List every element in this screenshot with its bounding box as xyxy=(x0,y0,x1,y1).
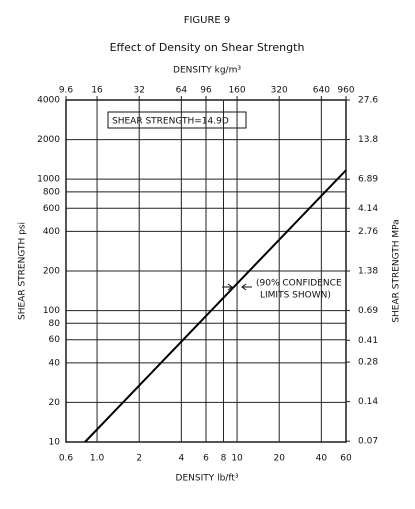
y-tick-label: 40 xyxy=(49,358,61,368)
y-tick-label: 200 xyxy=(43,267,60,277)
x-axis-label: DENSITY lb/ft³ xyxy=(176,474,239,484)
y-tick-label: 800 xyxy=(43,187,60,197)
x-tick-label: 0.6 xyxy=(59,454,74,464)
y-tick-label: 10 xyxy=(49,438,61,448)
y2-axis-label: SHEAR STRENGTH MPa xyxy=(392,219,402,322)
x2-tick-label: 96 xyxy=(200,86,212,96)
chart-title: FIGURE 9 xyxy=(184,15,231,26)
y2-tick-label: 13.8 xyxy=(358,135,378,145)
x2-axis-label: DENSITY kg/m³ xyxy=(173,66,241,76)
x-tick-label: 8 xyxy=(221,454,227,464)
x-tick-label: 10 xyxy=(231,454,243,464)
y-tick-label: 400 xyxy=(43,227,60,237)
chart-subtitle: Effect of Density on Shear Strength xyxy=(110,41,305,54)
y2-tick-label: 27.6 xyxy=(358,96,378,106)
y-tick-label: 4000 xyxy=(37,96,60,106)
y2-tick-label: 0.28 xyxy=(358,358,378,368)
x-tick-label: 4 xyxy=(178,454,184,464)
y-tick-label: 100 xyxy=(43,306,60,316)
x-tick-label: 1.0 xyxy=(90,454,105,464)
x-tick-label: 60 xyxy=(340,454,352,464)
y2-tick-label: 0.41 xyxy=(358,336,378,346)
y2-tick-label: 0.14 xyxy=(358,397,378,407)
y-tick-label: 1000 xyxy=(37,175,60,185)
x2-tick-label: 32 xyxy=(133,86,144,96)
formula-box xyxy=(107,111,247,129)
annotation: LIMITS SHOWN) xyxy=(260,291,331,301)
y2-tick-label: 0.69 xyxy=(358,306,378,316)
data-line xyxy=(84,169,347,443)
y2-tick-label: 0.07 xyxy=(358,437,378,447)
x2-tick-label: 640 xyxy=(313,86,330,96)
x2-tick-label: 9.6 xyxy=(59,86,74,96)
x-tick-label: 20 xyxy=(273,454,285,464)
x2-tick-label: 16 xyxy=(91,86,103,96)
annotation: (90% CONFIDENCE xyxy=(256,279,342,289)
x2-tick-label: 64 xyxy=(176,86,188,96)
y-tick-label: 60 xyxy=(49,335,61,345)
x2-tick-label: 320 xyxy=(271,86,288,96)
x2-tick-label: 960 xyxy=(337,86,354,96)
y-tick-label: 600 xyxy=(43,204,60,214)
x-tick-label: 6 xyxy=(203,454,209,464)
formula: SHEAR STRENGTH=14.9D xyxy=(112,117,229,127)
y-tick-label: 2000 xyxy=(37,135,60,145)
y2-tick-label: 4.14 xyxy=(358,204,378,214)
y2-tick-label: 6.89 xyxy=(358,175,378,185)
arrow xyxy=(222,283,252,291)
y-tick-label: 20 xyxy=(49,398,61,408)
x2-tick-label: 160 xyxy=(228,86,245,96)
x-tick-label: 2 xyxy=(136,454,142,464)
y2-tick-label: 2.76 xyxy=(358,227,378,237)
y-axis-label: SHEAR STRENGTH psi xyxy=(18,222,28,320)
y2-tick-label: 1.38 xyxy=(358,267,378,277)
x-tick-label: 40 xyxy=(316,454,328,464)
y-tick-label: 80 xyxy=(49,319,61,329)
